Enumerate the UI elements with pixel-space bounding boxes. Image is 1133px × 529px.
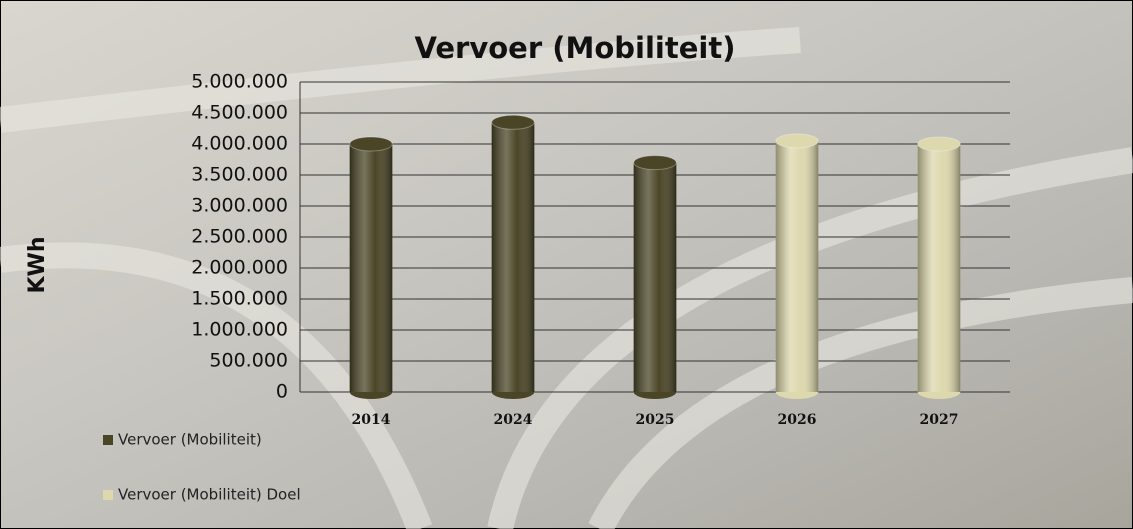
y-tick-label: 4.500.000 bbox=[191, 102, 288, 124]
y-tick-label: 1.500.000 bbox=[191, 288, 288, 310]
y-tick-label: 4.000.000 bbox=[191, 133, 288, 155]
cylinder-top bbox=[349, 136, 393, 152]
y-tick-label: 2.500.000 bbox=[191, 226, 288, 248]
y-tick-label: 500.000 bbox=[209, 350, 288, 372]
bar-shading bbox=[349, 144, 393, 392]
x-tick-label: 2027 bbox=[920, 412, 959, 428]
bar-shading bbox=[633, 162, 677, 392]
legend-label: Vervoer (Mobiliteit) Doel bbox=[118, 486, 301, 504]
y-tick-label: 5.000.000 bbox=[191, 71, 288, 93]
y-axis-label: KWh bbox=[25, 237, 50, 294]
bar-shading bbox=[491, 122, 535, 393]
cylinder-top bbox=[633, 155, 677, 171]
legend-label: Vervoer (Mobiliteit) bbox=[118, 431, 262, 449]
x-tick-label: 2026 bbox=[778, 412, 817, 428]
x-tick-label: 2024 bbox=[494, 412, 533, 428]
y-tick-label: 0 bbox=[276, 381, 288, 403]
y-tick-label: 3.500.000 bbox=[191, 164, 288, 186]
y-tick-label: 2.000.000 bbox=[191, 257, 288, 279]
road-decoration bbox=[0, 27, 1133, 529]
y-tick-label: 1.000.000 bbox=[191, 319, 288, 341]
bar-shading bbox=[775, 140, 819, 392]
cylinder-top bbox=[775, 133, 819, 149]
legend-swatch bbox=[103, 490, 113, 500]
x-tick-label: 2025 bbox=[636, 412, 675, 428]
legend-swatch bbox=[103, 435, 113, 445]
chart-title: Vervoer (Mobiliteit) bbox=[415, 31, 736, 65]
x-tick-label: 2014 bbox=[352, 412, 391, 428]
cylinder-top bbox=[917, 136, 961, 152]
cylinder-top bbox=[491, 114, 535, 130]
y-tick-label: 3.000.000 bbox=[191, 195, 288, 217]
bar-shading bbox=[917, 144, 961, 392]
